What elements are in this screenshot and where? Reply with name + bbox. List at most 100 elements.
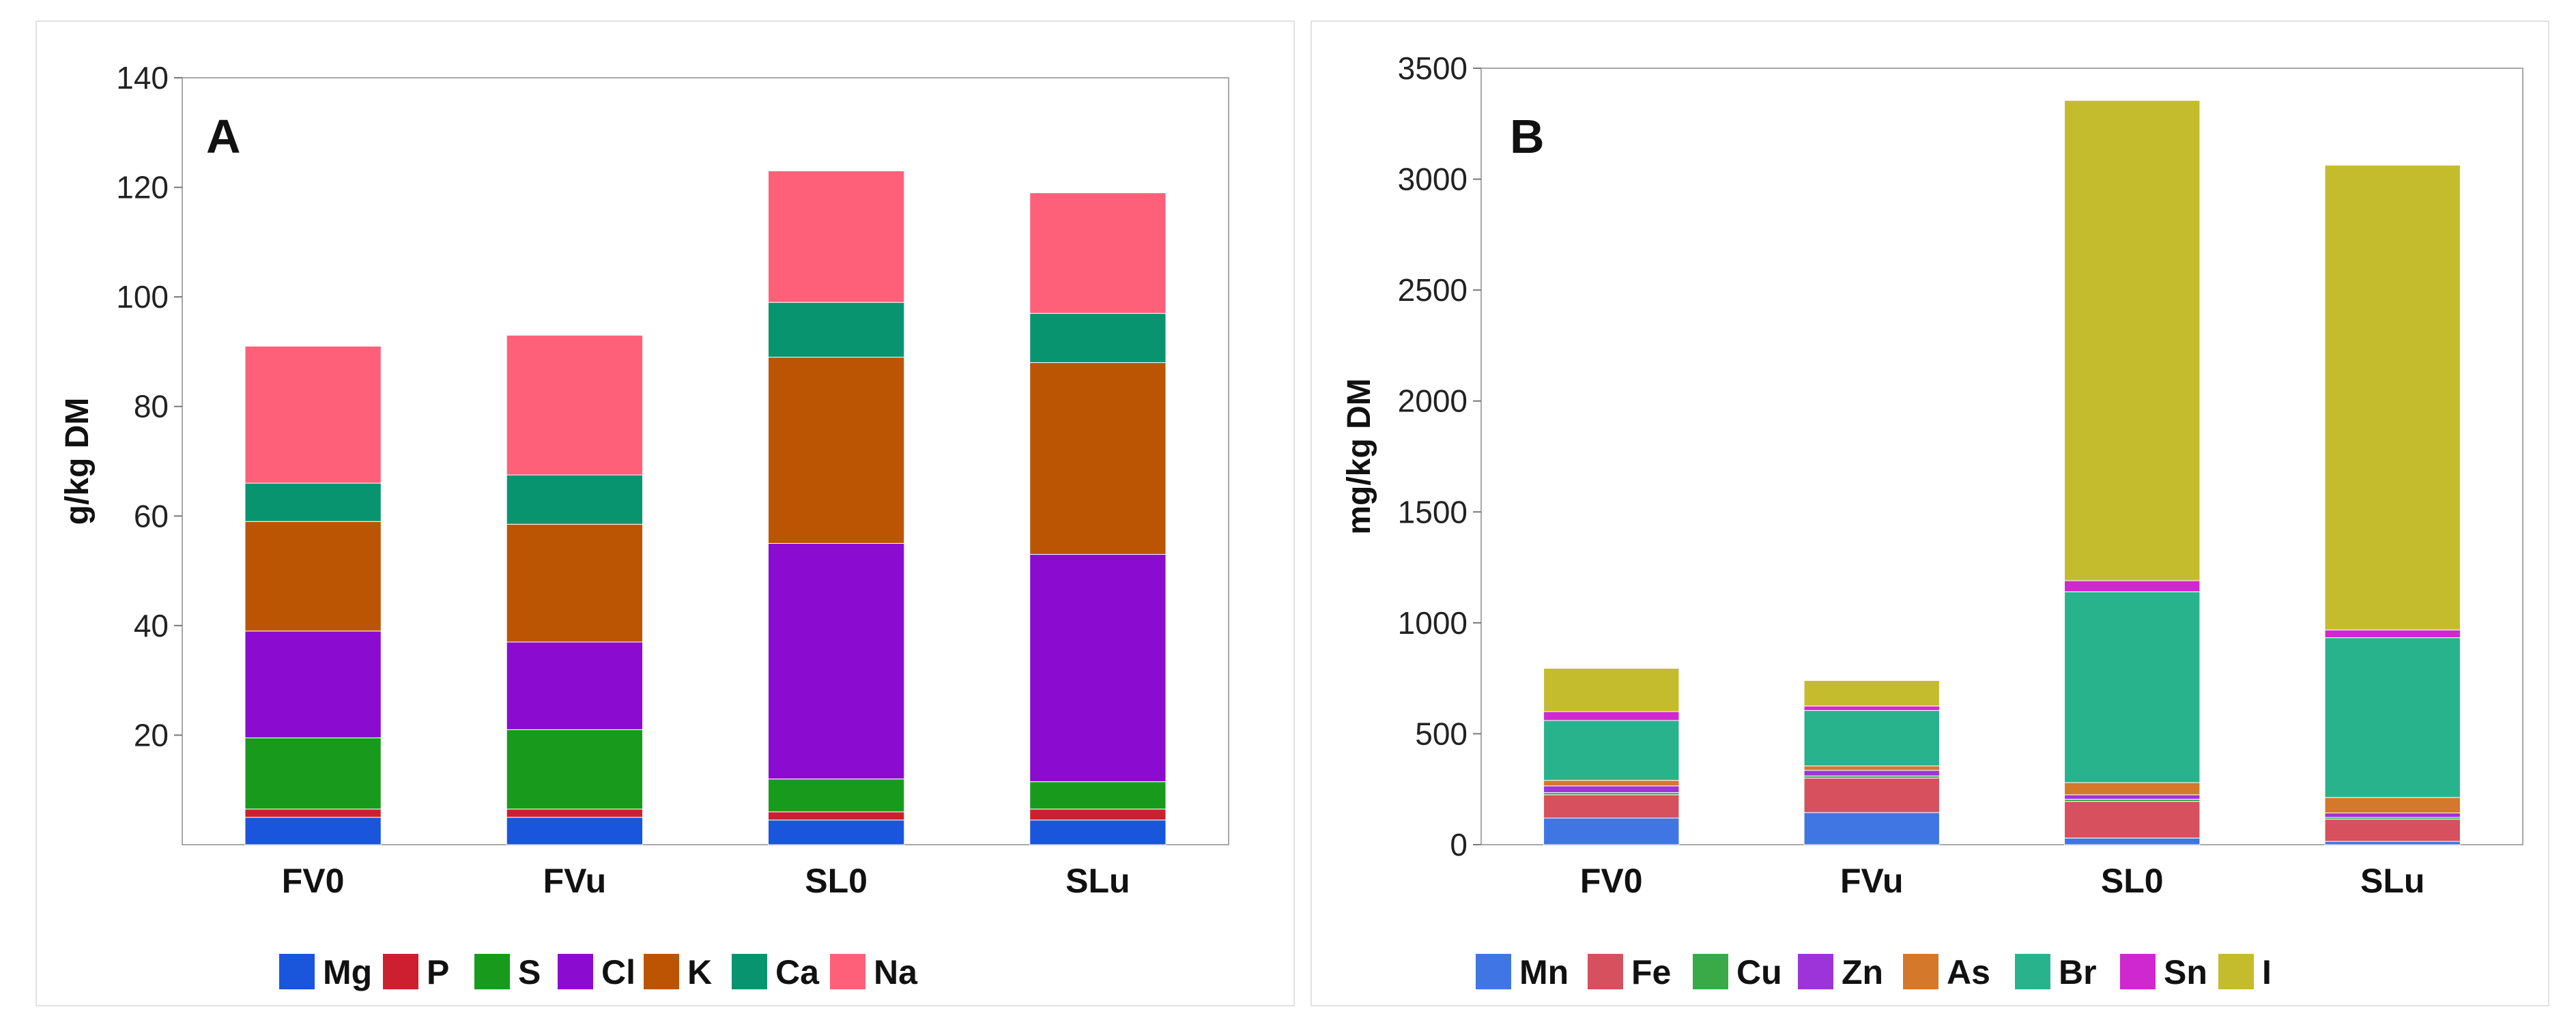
- legend-label-mn: Mn: [1519, 953, 1569, 991]
- bar-segment-zn-fv0: [1543, 785, 1680, 794]
- bar-segment-i-fv0: [1543, 668, 1680, 712]
- legend-swatch-na: [830, 954, 865, 989]
- x-category-label: SL0: [805, 862, 868, 900]
- y-tick-label: 2000: [1398, 383, 1468, 419]
- bar-segment-k-sl0: [767, 356, 905, 544]
- legend-swatch-s: [474, 954, 510, 989]
- y-tick-label: 40: [134, 608, 169, 643]
- bar-segment-i-sl0: [2064, 100, 2201, 581]
- bar-segment-p-slu: [1029, 809, 1167, 821]
- x-category-label: SLu: [1065, 862, 1130, 900]
- y-tick-label: 0: [1450, 827, 1468, 862]
- bar-segment-k-slu: [1029, 362, 1167, 555]
- y-tick-label: 2500: [1398, 272, 1468, 308]
- legend-label-na: Na: [874, 953, 918, 991]
- bar-segment-zn-sl0: [2064, 794, 2201, 800]
- bar-segment-cl-fvu: [506, 641, 644, 730]
- bar-segment-fe-sl0: [2064, 801, 2201, 839]
- bar-segment-i-slu: [2324, 164, 2461, 630]
- x-category-label: FVu: [543, 862, 607, 900]
- legend-label-as: As: [1947, 953, 1990, 991]
- chart-panel-b: 0 500 1000 1500 2000 2500 3000 3500 mg/kg DM B FV0…: [1311, 20, 2549, 1006]
- legend-swatch-mg: [279, 954, 315, 989]
- legend-swatch-cu: [1693, 954, 1728, 989]
- bar-segment-na-sl0: [767, 170, 905, 303]
- legend-swatch-sn: [2120, 954, 2156, 989]
- legend-label-k: K: [687, 953, 712, 991]
- legend-label-cu: Cu: [1736, 953, 1782, 991]
- legend-label-s: S: [518, 953, 541, 991]
- panel-label: B: [1510, 110, 1545, 163]
- bar-segment-fe-fv0: [1543, 794, 1680, 819]
- x-category-label: SLu: [2360, 862, 2424, 900]
- y-tick-label: 60: [134, 498, 169, 534]
- y-axis-title: g/kg DM: [59, 398, 96, 525]
- y-tick-label: 100: [116, 279, 169, 315]
- legend-label-br: Br: [2059, 953, 2097, 991]
- bar-segment-s-fv0: [244, 737, 382, 810]
- bar-segment-na-slu: [1029, 192, 1167, 314]
- x-category-label: SL0: [2101, 862, 2164, 900]
- legend-label-i: I: [2262, 953, 2272, 991]
- bar-segment-s-slu: [1029, 781, 1167, 810]
- legend-swatch-mn: [1476, 954, 1511, 989]
- legend-swatch-i: [2218, 954, 2254, 989]
- legend-swatch-ca: [732, 954, 767, 989]
- legend-swatch-zn: [1798, 954, 1833, 989]
- bar-segment-p-fvu: [506, 809, 644, 818]
- bar-segment-mg-sl0: [767, 819, 905, 845]
- legend-swatch-cl: [558, 954, 593, 989]
- bar-segment-zn-slu: [2324, 813, 2461, 818]
- legend-label-ca: Ca: [775, 953, 820, 991]
- chart-b-svg: 0 500 1000 1500 2000 2500 3000 3500 mg/kg DM B FV0…: [1341, 50, 2523, 991]
- bar-segment-na-fvu: [506, 334, 644, 476]
- legend-label-zn: Zn: [1842, 953, 1883, 991]
- bar-segment-mg-slu: [1029, 819, 1167, 845]
- y-tick-label: 140: [116, 60, 169, 96]
- bar-segment-ca-fv0: [244, 482, 382, 522]
- bar-segment-as-fvu: [1803, 766, 1940, 771]
- bar-segment-sn-sl0: [2064, 580, 2201, 592]
- panel-label: A: [206, 110, 241, 163]
- bar-segment-na-fv0: [244, 345, 382, 484]
- legend-swatch-br: [2015, 954, 2050, 989]
- y-tick-label: 3000: [1398, 162, 1468, 197]
- bar-segment-as-slu: [2324, 797, 2461, 814]
- bar-segment-sn-fvu: [1803, 705, 1940, 711]
- bar-segment-ca-fvu: [506, 474, 644, 525]
- y-tick-label: 80: [134, 389, 169, 424]
- bar-segment-ca-sl0: [767, 302, 905, 358]
- bar-segment-as-fv0: [1543, 780, 1680, 787]
- bar-segment-br-fv0: [1543, 720, 1680, 781]
- bar-segment-s-sl0: [767, 779, 905, 813]
- bar-segment-mn-sl0: [2064, 837, 2201, 845]
- legend-swatch-fe: [1588, 954, 1623, 989]
- bar-segment-as-sl0: [2064, 782, 2201, 796]
- y-tick-label: 3500: [1398, 50, 1468, 86]
- y-axis-title: mg/kg DM: [1341, 378, 1377, 534]
- bar-segment-mn-fvu: [1803, 812, 1940, 845]
- legend-label-p: P: [427, 953, 449, 991]
- x-category-label: FV0: [1580, 862, 1643, 900]
- bar-segment-s-fvu: [506, 729, 644, 810]
- legend-label-sn: Sn: [2164, 953, 2207, 991]
- x-category-label: FVu: [1840, 862, 1904, 900]
- bar-segment-p-fv0: [244, 809, 382, 818]
- chart-a-svg: 20 40 60 80 100 120 140 g/kg DM A FV0 FVu SL0 SLu Mg P…: [59, 60, 1229, 991]
- legend-label-cl: Cl: [601, 953, 635, 991]
- bar-segment-sn-slu: [2324, 629, 2461, 639]
- bar-segment-i-fvu: [1803, 680, 1940, 707]
- bar-segment-cl-fv0: [244, 630, 382, 738]
- bar-segment-p-sl0: [767, 811, 905, 821]
- bar-segment-br-sl0: [2064, 591, 2201, 783]
- bar-segment-sn-fv0: [1543, 711, 1680, 721]
- y-tick-label: 500: [1415, 716, 1468, 751]
- y-tick-label: 1000: [1398, 605, 1468, 641]
- bar-segment-mg-fvu: [506, 817, 644, 845]
- bar-segment-ca-slu: [1029, 312, 1167, 363]
- legend-swatch-p: [383, 954, 418, 989]
- bar-segment-cl-slu: [1029, 553, 1167, 783]
- legend-swatch-as: [1903, 954, 1938, 989]
- bar-segment-fe-slu: [2324, 819, 2461, 842]
- bar-segment-mg-fv0: [244, 817, 382, 845]
